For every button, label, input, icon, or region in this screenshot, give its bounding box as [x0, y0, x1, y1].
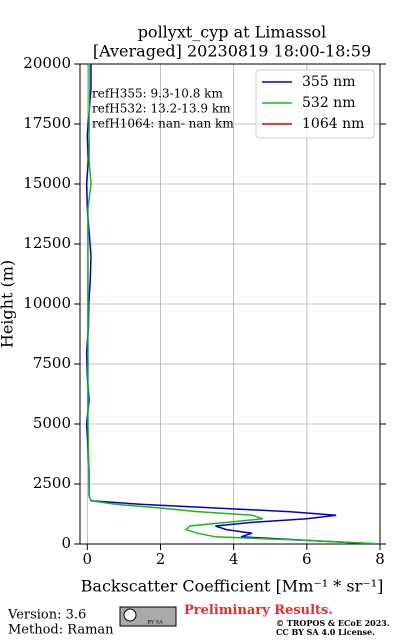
y-tick-label: 5000 [33, 414, 71, 432]
copyright: © TROPOS & ECoE 2023. [276, 618, 390, 628]
status: Preliminary Results. [184, 603, 333, 618]
x-axis-label: Backscatter Coefficient [Mm⁻¹ * sr⁻¹] [81, 577, 384, 596]
y-tick-label: 0 [61, 534, 71, 552]
annotation: refH532: 13.2-13.9 km [92, 102, 231, 116]
x-tick-label: 2 [156, 550, 166, 568]
plot-frame [79, 63, 381, 545]
legend-label: 1064 nm [302, 116, 364, 132]
status-text: Preliminary Results. [184, 603, 333, 618]
chart-subtitle: [Averaged] 20230819 18:00-18:59 [93, 42, 371, 61]
y-tick-label: 20000 [23, 54, 71, 72]
y-tick-label: 15000 [23, 174, 71, 192]
legend-box [255, 69, 375, 139]
y-tick-label: 17500 [23, 114, 71, 132]
x-tick-label: 4 [229, 550, 239, 568]
badge-text: BY SA [147, 620, 163, 626]
annotation: refH355: 9.3-10.8 km [92, 87, 223, 101]
profile-line [85, 64, 380, 544]
y-tick-label: 7500 [33, 354, 71, 372]
x-tick-label: 6 [302, 550, 312, 568]
license: CC BY SA 4.0 License. [276, 627, 375, 637]
profile-line [87, 64, 380, 544]
legend-label: 532 nm [302, 95, 355, 111]
annotation: refH1064: nan- nan km [92, 117, 234, 131]
chart-title: pollyxt_cyp at Limassol [138, 23, 327, 42]
method: Method: Raman [8, 623, 114, 638]
cc-icon [123, 608, 137, 622]
y-tick-label: 2500 [33, 474, 71, 492]
x-tick-label: 0 [83, 550, 93, 568]
version: Version: 3.6 [7, 608, 86, 623]
y-tick-label: 12500 [23, 234, 71, 252]
x-tick-label: 8 [375, 550, 385, 568]
y-tick-label: 10000 [23, 294, 71, 312]
legend-label: 355 nm [302, 74, 355, 90]
y-axis-label: Height (m) [0, 260, 17, 348]
